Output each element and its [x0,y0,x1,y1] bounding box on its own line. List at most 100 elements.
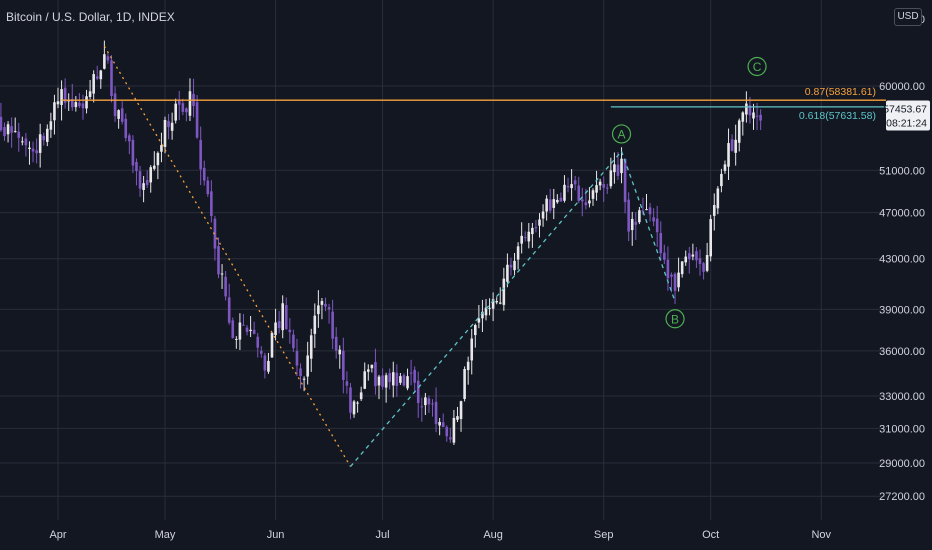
candle-body [737,120,741,143]
candle-body [46,128,49,142]
candle-body [56,101,60,105]
candle-body [242,324,245,326]
candle-body [730,139,734,151]
y-tick-label: 39000.00 [879,304,925,316]
candle-body [74,102,78,108]
current-price-tag: 57453.67 08:21:24 [883,100,930,131]
candle-body [188,91,192,116]
candle-body [263,355,267,371]
candle-body [712,205,716,216]
candle-body [92,74,95,94]
candle-body [138,171,142,189]
candle-body [85,96,88,109]
candle-body [0,116,3,131]
candle-body [645,209,648,211]
y-axis: 60000.00 51000.00 47000.00 43000.00 39000.00… [879,14,925,503]
candle-body [49,121,53,130]
fib-label-087: 0.87(58381.61) [805,86,876,98]
candle-body [142,183,145,190]
x-tick-label: Aug [483,529,503,541]
candle-body [466,361,470,371]
candle-body [367,369,370,372]
candle-body [634,221,638,225]
candle-body [474,325,477,336]
candle-body [313,315,317,334]
candle-body [299,368,302,377]
y-tick-label: 60000.00 [879,81,925,93]
candle-body [377,376,381,386]
y-tick-label: 33000.00 [879,391,925,403]
countdown-label: 08:21:24 [886,117,927,129]
candle-body [210,191,213,217]
candle-body [163,119,167,147]
candle-body [616,164,620,176]
candle-body [709,219,712,257]
candle-body [431,403,434,405]
candle-body [374,362,377,387]
currency-button[interactable]: USD [894,8,922,26]
candle-body [673,273,677,291]
candle-body [438,421,441,426]
candle-body [680,261,684,275]
wave-label-b: B [671,312,679,326]
candle-body [638,210,641,223]
candle-body [516,246,520,260]
candle-body [538,219,541,226]
candle-body [449,437,452,440]
candle-body [609,170,613,187]
candle-body [363,371,367,389]
x-tick-label: May [155,529,176,541]
candle-body [135,162,138,172]
candle-body [202,167,206,181]
candle-body [470,338,474,361]
candle-body [581,199,584,202]
candle-body [153,165,156,169]
candle-body [577,185,581,201]
candle-body [705,254,709,271]
candle-body [327,307,331,310]
candle-body [381,375,384,387]
candle-body [677,272,680,288]
candle-body [559,197,563,202]
candle-body [395,372,399,386]
candle-body [666,259,670,279]
candle-body [698,258,702,264]
candle-body [445,427,449,437]
candle-body [195,102,199,138]
candle-body [424,397,427,406]
candle-body [324,303,327,307]
candle-body [602,184,605,188]
candle-body [320,301,324,305]
candle-body [488,307,491,309]
candle-body [13,131,17,133]
candle-body [745,103,748,115]
candle-body [702,263,705,272]
candle-body [755,115,759,117]
candle-body [260,350,263,354]
candle-body [498,302,502,304]
candle-body [670,274,673,277]
x-tick-label: Oct [702,529,719,541]
candle-body [88,91,92,97]
candle-body [409,372,413,374]
candle-body [688,253,691,260]
candle-body [502,278,506,305]
candle-body [627,199,630,232]
candle-body [95,76,99,79]
candle-body [406,376,409,389]
grid-lines [0,0,886,520]
candle-body [741,112,745,122]
candle-body [752,112,755,119]
candle-body [748,105,752,116]
candle-body [477,318,481,323]
candle-body [623,158,627,203]
candle-body [563,184,566,201]
candle-body [206,180,210,195]
candle-body [302,378,306,380]
candle-body [491,299,495,309]
candle-body [35,150,38,154]
candle-body [370,364,374,369]
candle-body [402,375,406,386]
candle-body [309,335,313,359]
